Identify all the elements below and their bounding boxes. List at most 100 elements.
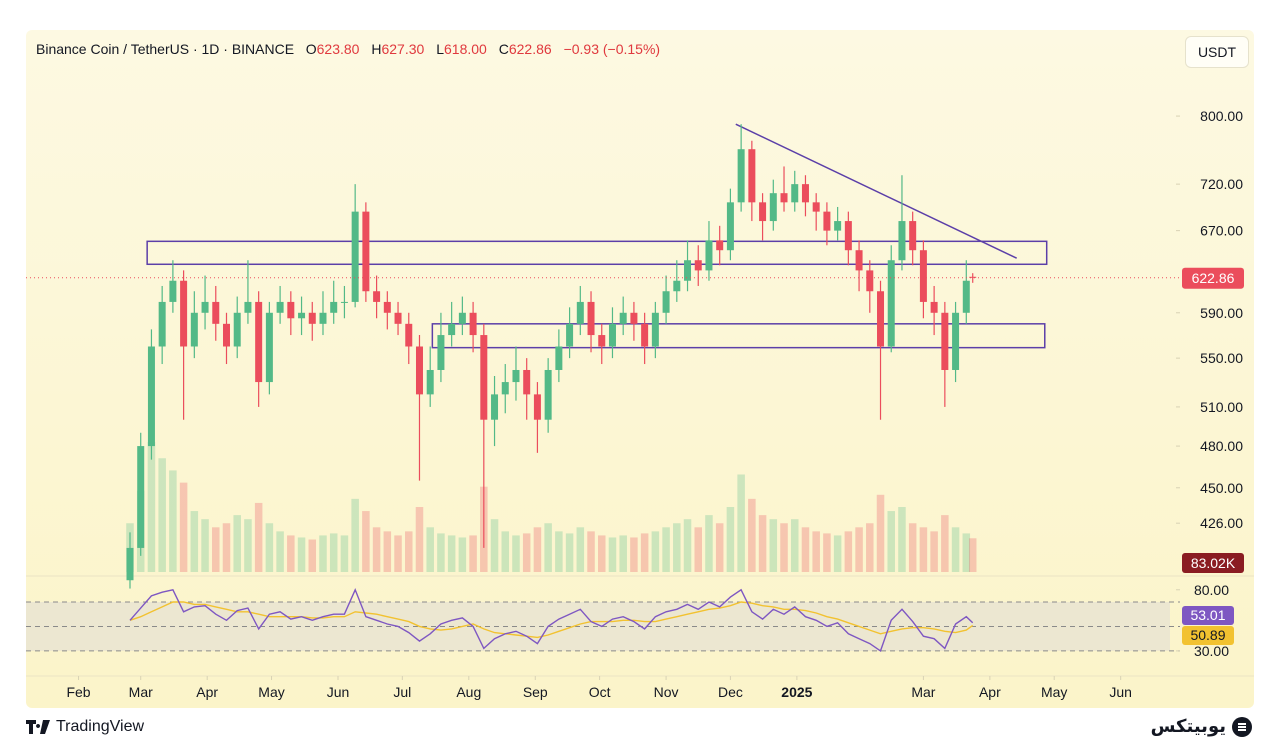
volume-bar [319, 535, 327, 572]
candle-body [877, 291, 885, 347]
volume-bar [598, 535, 606, 572]
candle-body [576, 301, 584, 324]
volume-bar [244, 519, 252, 572]
candle-body [415, 346, 423, 395]
candle-body [791, 184, 799, 203]
x-tick-label: Nov [654, 684, 679, 700]
x-tick-label: Aug [456, 684, 481, 700]
x-tick-label: Mar [129, 684, 153, 700]
volume-bar [737, 474, 745, 572]
candle-body [265, 312, 273, 383]
candle-body [673, 280, 681, 292]
volume-bar [651, 531, 660, 572]
volume-bar [951, 527, 960, 572]
candle-body [373, 291, 381, 302]
volume-bar [630, 537, 638, 572]
volume-bar [705, 515, 713, 572]
candle-body [969, 276, 977, 278]
x-tick-label: Jun [327, 684, 350, 700]
candle-body [866, 270, 874, 292]
candle-body [212, 301, 220, 324]
candle-body [458, 312, 466, 324]
candle-body [909, 221, 917, 251]
volume-bar [640, 533, 649, 572]
candle-body [641, 323, 649, 347]
chart-background [26, 30, 1254, 708]
currency-button[interactable]: USDT [1185, 36, 1249, 68]
candle-body [587, 301, 595, 336]
candle-body [362, 211, 370, 292]
candle-body [684, 260, 692, 281]
rsi-value-label: 50.89 [1190, 627, 1225, 643]
volume-bar [715, 523, 724, 572]
candle-body [501, 382, 509, 395]
volume-label-box [1182, 553, 1244, 573]
brand: TradingView [26, 718, 144, 736]
candle-body [287, 301, 295, 319]
y-tick-label: 590.00 [1200, 305, 1243, 321]
volume-bar [179, 482, 188, 572]
candle-body [952, 312, 960, 370]
ohlc-value: 618.00 [444, 41, 487, 57]
volume-bar [372, 527, 381, 572]
volume-bar [662, 527, 670, 572]
candle-body [158, 301, 166, 347]
candle-body [769, 193, 777, 222]
candle-body [147, 346, 155, 447]
x-tick-label: Apr [979, 684, 1001, 700]
volume-bar [383, 531, 392, 572]
symbol: Binance Coin / TetherUS · 1D · BINANCE [36, 41, 295, 57]
volume-bar [769, 519, 778, 572]
candle-body [748, 149, 756, 203]
volume-bar [297, 537, 306, 572]
y-tick-label: 426.00 [1200, 515, 1243, 531]
ohlc-label: L [436, 41, 444, 57]
candle-body [394, 312, 402, 324]
candle-body [716, 240, 724, 251]
volume-bar [673, 523, 681, 572]
candle-body [308, 312, 316, 324]
volume-bar [694, 527, 702, 572]
candle-body [887, 260, 895, 347]
ohlc-value: 622.86 [508, 41, 552, 57]
volume-bar [619, 535, 627, 572]
change: −0.93 (−0.15%) [563, 41, 661, 57]
candle-body [962, 280, 970, 313]
candle-body [705, 240, 713, 271]
candle-body [662, 291, 670, 313]
volume-bar [522, 533, 531, 572]
candle-body [919, 250, 927, 302]
volume-bar [490, 519, 499, 572]
candle-body [448, 323, 456, 336]
ohlc-value: 627.30 [381, 41, 425, 57]
candle-body [555, 346, 563, 370]
candle-body [126, 547, 134, 581]
candle-body [190, 312, 198, 347]
rsi-line [129, 601, 974, 639]
x-tick-label: May [1041, 684, 1067, 700]
x-tick-label: 2025 [781, 684, 812, 700]
volume-bar [233, 515, 241, 572]
candle-body [480, 335, 488, 420]
candle-body [619, 312, 627, 324]
volume-bar [222, 523, 231, 572]
candle-body [137, 446, 145, 548]
volume-bar [780, 523, 788, 572]
candle-body [812, 202, 820, 212]
volume-bar [968, 538, 977, 572]
volume-bar [726, 507, 735, 572]
x-tick-label: May [258, 684, 284, 700]
y-tick-label: 670.00 [1200, 223, 1243, 239]
y-tick-label: 30.00 [1194, 643, 1229, 659]
candle-body [233, 312, 241, 347]
x-tick-label: Sep [523, 684, 548, 700]
candle-body [630, 312, 638, 324]
trendline [735, 123, 1018, 259]
ohlc-value: 623.80 [316, 41, 360, 57]
candle-body [823, 211, 831, 231]
volume-bar [748, 498, 756, 572]
volume-bar [394, 535, 402, 572]
volume-bar [962, 533, 971, 572]
candle-body [244, 301, 252, 313]
